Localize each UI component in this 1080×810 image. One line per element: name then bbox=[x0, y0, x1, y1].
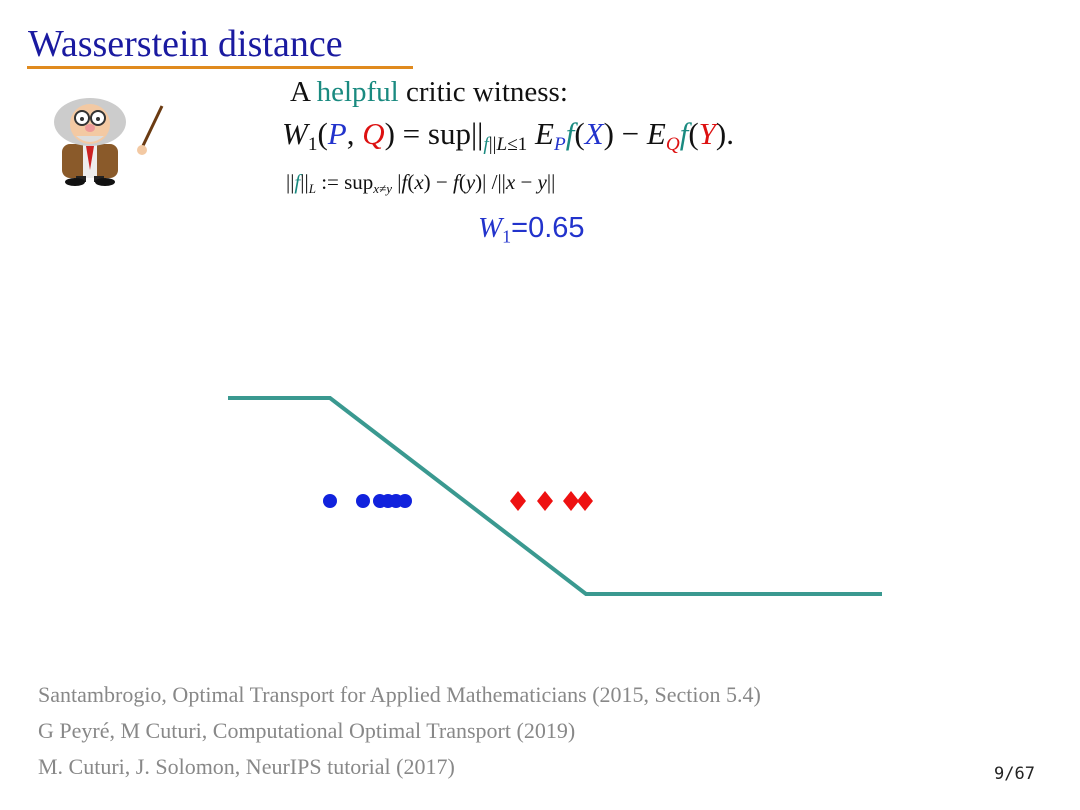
formula-part: || bbox=[286, 170, 295, 194]
formula: ||f||L := supx≠y |f(x) − f(y)| /||x − y|… bbox=[286, 170, 555, 197]
samples-q bbox=[510, 491, 593, 511]
reference: G Peyré, M Cuturi, Computational Optimal… bbox=[38, 718, 576, 743]
formula-part: := sup bbox=[315, 170, 374, 194]
formula-part: )| /|| bbox=[475, 170, 506, 194]
intro-suffix: critic witness: bbox=[406, 76, 568, 108]
formula-part: || bbox=[488, 133, 497, 155]
formula-part: || bbox=[470, 116, 484, 151]
formula-part: f bbox=[565, 116, 575, 151]
formula-part: ) − bbox=[423, 170, 453, 194]
formula-part: Q bbox=[362, 116, 385, 151]
formula: W1=0.65 bbox=[478, 212, 585, 247]
formula-part: X bbox=[584, 116, 604, 151]
formula-part: ( bbox=[574, 116, 585, 151]
page-number: 9/67 bbox=[994, 764, 1035, 784]
formula-part: Q bbox=[665, 133, 680, 155]
formula-part: =0.65 bbox=[511, 212, 585, 244]
formula-part: ) − bbox=[603, 116, 647, 151]
intro-prefix: A bbox=[290, 76, 310, 108]
slide-title: Wasserstein distance bbox=[28, 23, 343, 65]
formula-part: P bbox=[327, 116, 347, 151]
formula-part: y bbox=[465, 170, 476, 194]
formula-part: Y bbox=[698, 116, 716, 151]
formula-part: P bbox=[553, 133, 566, 155]
professor-icon bbox=[54, 98, 164, 186]
critic-function bbox=[228, 396, 882, 596]
formula-part: 1 bbox=[307, 133, 318, 155]
formula-part: || bbox=[300, 170, 309, 194]
formula-part: L bbox=[496, 133, 508, 155]
formula-part: ≤1 bbox=[507, 133, 528, 155]
formula-part: || bbox=[546, 170, 556, 194]
formula-part: x bbox=[414, 170, 424, 194]
formula-part: f bbox=[452, 170, 459, 194]
intro: A helpful critic witness: bbox=[290, 76, 568, 109]
formula-part: ( bbox=[688, 116, 699, 151]
formula-part: , bbox=[346, 116, 363, 151]
formula-part: | bbox=[392, 170, 402, 194]
formula-part: ) = sup bbox=[384, 116, 471, 151]
formula-part: E bbox=[527, 116, 554, 151]
formula-part: f bbox=[679, 116, 689, 151]
formula-part: f bbox=[294, 170, 301, 194]
formula-part: ). bbox=[715, 116, 734, 151]
formula-part: f bbox=[483, 133, 489, 155]
formula-part: − bbox=[515, 170, 538, 194]
formula-part: W bbox=[282, 116, 308, 151]
title-underline bbox=[27, 66, 413, 69]
formula-part: 1 bbox=[502, 226, 512, 247]
intro-highlight: helpful bbox=[316, 76, 399, 108]
samples-p bbox=[323, 494, 412, 508]
formula-part: x bbox=[505, 170, 516, 194]
formula-part: f bbox=[401, 170, 408, 194]
reference: M. Cuturi, J. Solomon, NeurIPS tutorial … bbox=[38, 754, 455, 779]
formula-part: y bbox=[537, 170, 547, 194]
formula-part: E bbox=[646, 116, 666, 151]
formula-part: W bbox=[478, 212, 503, 244]
formula-part: ( bbox=[458, 170, 466, 194]
reference: Santambrogio, Optimal Transport for Appl… bbox=[38, 682, 761, 707]
formula: W1(P, Q) = sup||f||L≤1 EPf(X) − EQf(Y). bbox=[282, 116, 734, 156]
formula-part: L bbox=[308, 180, 316, 196]
formula-part: x≠y bbox=[373, 180, 392, 196]
formula-part: ( bbox=[317, 116, 328, 151]
formula-part: ( bbox=[407, 170, 415, 194]
